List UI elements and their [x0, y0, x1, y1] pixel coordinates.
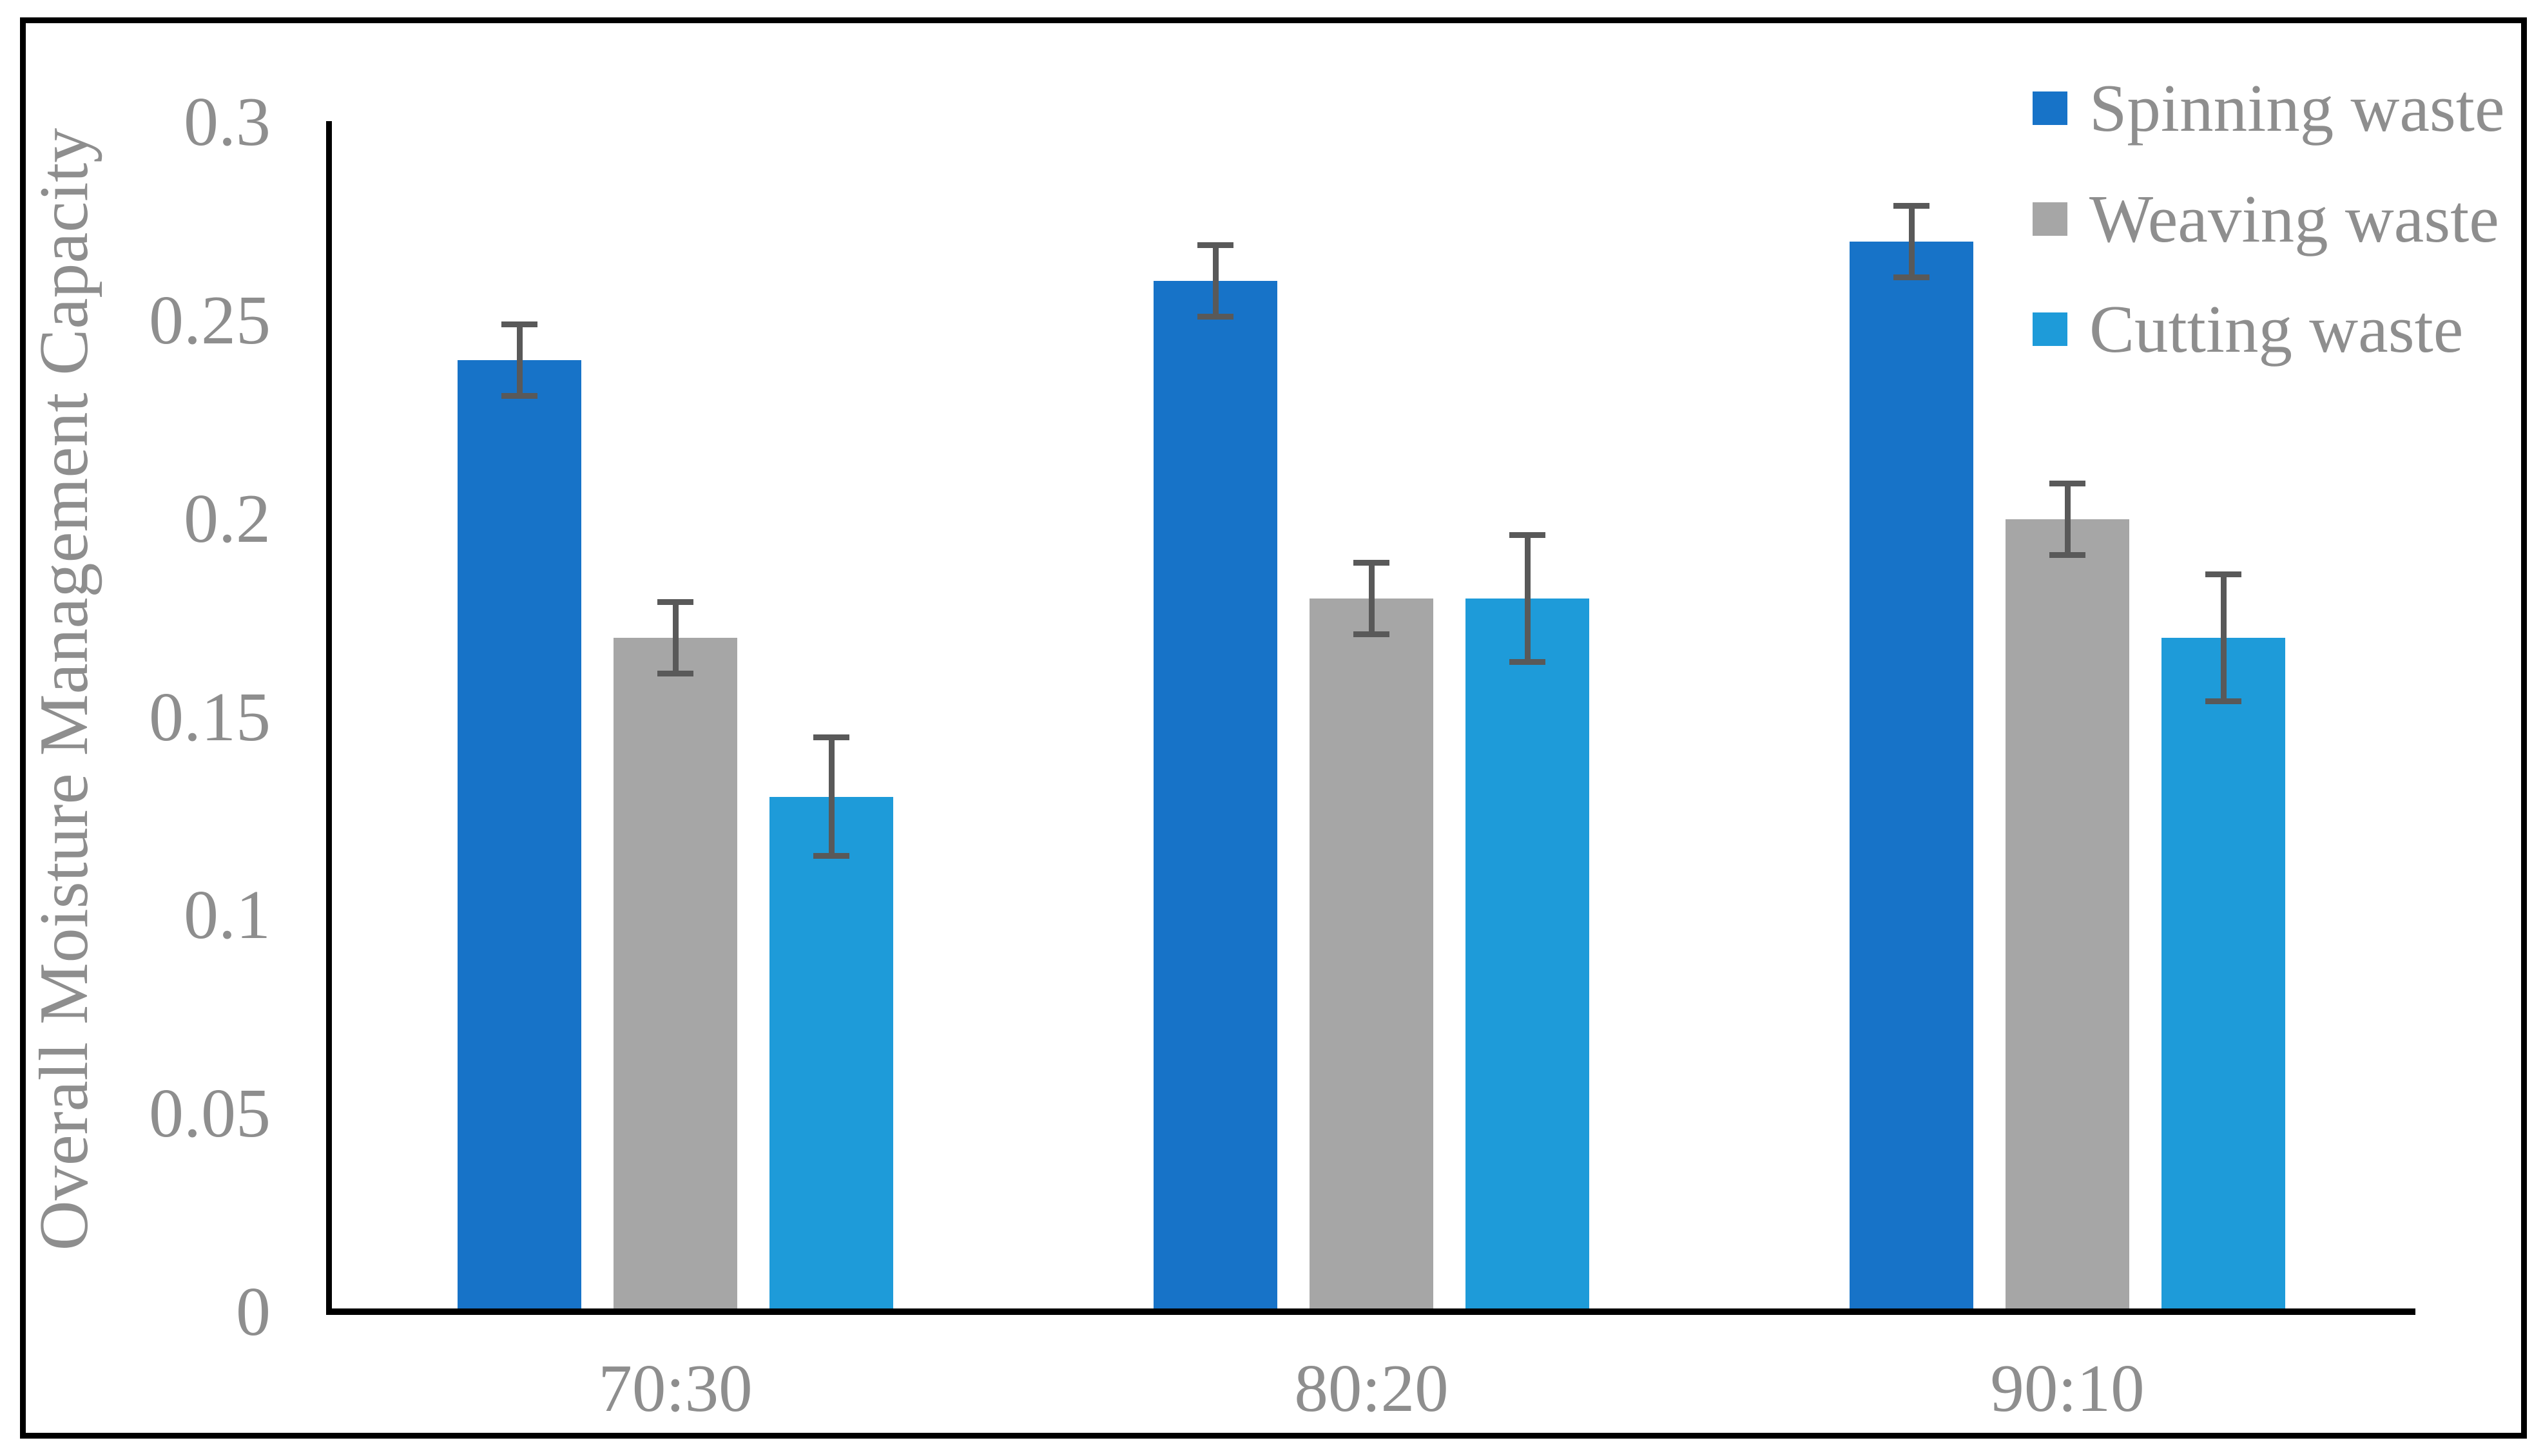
x-axis-line	[326, 1308, 2415, 1315]
error-bar-cap-bottom	[2205, 698, 2241, 705]
bar-cutting-waste-90:10	[2161, 638, 2285, 1312]
error-bar	[2220, 574, 2227, 702]
bar-cutting-waste-70:30	[769, 796, 893, 1312]
error-bar-cap-top	[813, 734, 849, 740]
y-tick-label: 0.3	[184, 84, 271, 160]
error-bar-cap-top	[501, 321, 537, 328]
y-tick-label: 0.15	[149, 678, 271, 756]
x-category-label: 90:10	[1990, 1350, 2145, 1426]
error-bar-cap-bottom	[813, 853, 849, 859]
chart-border	[20, 17, 2527, 1439]
y-tick-label: 0.2	[184, 480, 271, 557]
x-category-label: 80:20	[1294, 1350, 1449, 1426]
bar-weaving-waste-90:10	[2006, 519, 2129, 1312]
y-tick-label: 0.25	[149, 282, 271, 359]
y-tick-label: 0.05	[149, 1075, 271, 1153]
error-bar-cap-top	[1893, 202, 1929, 209]
error-bar	[1212, 245, 1219, 317]
error-bar-cap-top	[657, 599, 693, 606]
error-bar-cap-top	[2205, 571, 2241, 578]
error-bar-cap-bottom	[1509, 658, 1545, 665]
error-bar-cap-top	[1353, 559, 1389, 566]
x-category-label: 70:30	[598, 1350, 753, 1426]
error-bar	[828, 737, 835, 856]
y-tick-label: 0.1	[184, 877, 271, 954]
error-bar-cap-bottom	[1353, 631, 1389, 637]
error-bar	[2064, 483, 2071, 555]
error-bar-cap-bottom	[2049, 551, 2085, 558]
y-tick-label: 0	[236, 1274, 271, 1350]
error-bar-cap-bottom	[501, 393, 537, 399]
y-axis-line	[326, 121, 332, 1315]
bar-cutting-waste-80:20	[1465, 598, 1589, 1312]
error-bar-cap-bottom	[1197, 314, 1233, 320]
error-bar-cap-bottom	[1893, 274, 1929, 280]
error-bar-cap-bottom	[657, 671, 693, 677]
error-bar	[516, 324, 523, 396]
error-bar-cap-top	[1197, 242, 1233, 249]
legend-swatch-weaving-waste	[2033, 202, 2067, 236]
error-bar	[1524, 535, 1531, 662]
legend-swatch-cutting-waste	[2033, 312, 2067, 346]
error-bar	[1908, 206, 1915, 278]
error-bar	[1368, 562, 1375, 635]
legend-label: Cutting waste	[2089, 291, 2464, 367]
bar-weaving-waste-80:20	[1310, 598, 1433, 1312]
bar-spinning-waste-70:30	[458, 360, 581, 1312]
error-bar-cap-top	[1509, 532, 1545, 538]
error-bar	[672, 602, 679, 674]
legend-label: Spinning waste	[2089, 70, 2505, 146]
legend-label: Weaving waste	[2089, 181, 2499, 256]
bar-spinning-waste-80:20	[1154, 281, 1277, 1312]
bar-spinning-waste-90:10	[1850, 241, 1973, 1312]
error-bar-cap-top	[2049, 480, 2085, 486]
legend-swatch-spinning-waste	[2033, 91, 2067, 125]
bar-weaving-waste-70:30	[614, 638, 737, 1312]
